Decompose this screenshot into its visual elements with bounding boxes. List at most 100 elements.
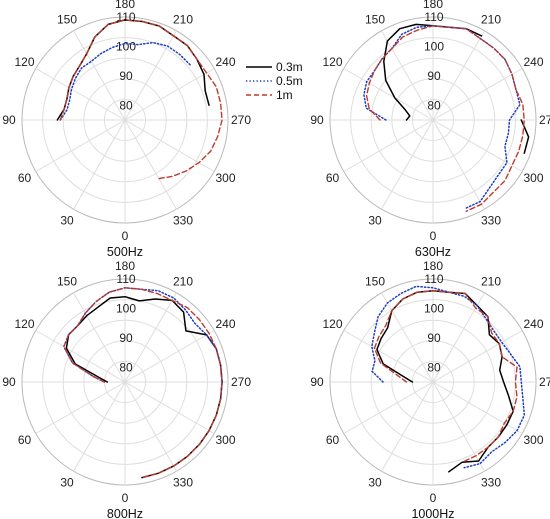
grid-spoke [73, 292, 126, 383]
grid-spoke [343, 381, 434, 434]
series-line-1m [365, 25, 525, 212]
angle-tick-label: 240 [215, 317, 235, 331]
legend-label: 0.5m [276, 74, 303, 88]
angle-tick-label: 210 [481, 13, 501, 27]
polar-panel-3: 0 30 60 90 120 150 180 210 240 270 300 330 80 90 100 11… [310, 259, 550, 519]
angle-tick-label: 60 [18, 433, 32, 447]
grid-spoke [432, 381, 523, 434]
radial-tick-label: 110 [424, 272, 443, 286]
angle-tick-label: 150 [365, 13, 385, 27]
series-line-1m [63, 287, 223, 479]
angle-tick-label: 210 [173, 13, 193, 27]
angle-tick-label: 120 [322, 55, 342, 69]
radial-tick-label: 100 [424, 39, 444, 53]
series-line-0.5m [363, 25, 521, 210]
radial-tick-label: 90 [427, 331, 441, 345]
angle-tick-label: 300 [215, 171, 235, 185]
angle-tick-label: 330 [481, 476, 501, 490]
radial-tick-label: 100 [424, 301, 444, 315]
grid-spoke [73, 381, 126, 472]
radial-tick-label: 100 [116, 39, 136, 53]
legend-label: 0.3m [276, 60, 303, 74]
angle-tick-label: 240 [523, 55, 543, 69]
grid-spoke [343, 68, 434, 121]
angle-tick-label: 270 [231, 375, 251, 389]
grid-spoke [35, 381, 126, 434]
angle-tick-label: 0 [430, 491, 437, 505]
angle-tick-label: 120 [322, 317, 342, 331]
grid-spoke [35, 330, 126, 383]
angle-tick-label: 300 [523, 171, 543, 185]
angle-tick-label: 60 [18, 171, 32, 185]
angle-tick-label: 330 [173, 214, 193, 228]
panel-caption: 500Hz [107, 245, 143, 259]
grid-spoke [381, 381, 434, 472]
grid-spoke [124, 381, 215, 434]
panel-caption: 630Hz [415, 245, 451, 259]
radial-tick-label: 90 [427, 69, 441, 83]
angle-tick-label: 270 [539, 375, 550, 389]
angle-tick-label: 90 [2, 113, 16, 127]
radial-tick-label: 80 [119, 360, 133, 374]
radial-tick-label: 110 [116, 272, 135, 286]
legend-label: 1m [276, 88, 293, 102]
angle-tick-label: 0 [122, 491, 129, 505]
grid-spoke [381, 119, 434, 210]
angle-tick-label: 90 [2, 375, 16, 389]
angle-tick-label: 0 [122, 229, 129, 243]
grid-spoke [124, 119, 177, 210]
radial-tick-label: 110 [424, 10, 443, 24]
angle-tick-label: 300 [523, 433, 543, 447]
radial-tick-label: 100 [116, 301, 136, 315]
grid-spoke [124, 292, 177, 383]
angle-tick-label: 300 [215, 433, 235, 447]
angle-tick-label: 30 [60, 214, 74, 228]
polar-panel-1: 0 30 60 90 120 150 180 210 240 270 300 330 80 90 100 11… [310, 0, 550, 259]
grid-spoke [343, 119, 434, 172]
angle-tick-label: 30 [368, 214, 382, 228]
angle-tick-label: 240 [523, 317, 543, 331]
grid-spoke [35, 119, 126, 172]
polar-panel-2: 0 30 60 90 120 150 180 210 240 270 300 330 80 90 100 11… [2, 259, 251, 519]
grid-spoke [432, 68, 523, 121]
angle-tick-label: 210 [481, 275, 501, 289]
angle-tick-label: 30 [368, 476, 382, 490]
radial-tick-label: 80 [119, 98, 133, 112]
series-line-1m [59, 19, 223, 180]
series-line-1m [373, 290, 518, 463]
grid-spoke [432, 119, 485, 210]
grid-spoke [432, 30, 485, 121]
grid-spoke [381, 292, 434, 383]
angle-tick-label: 330 [173, 476, 193, 490]
grid-spoke [381, 30, 434, 121]
angle-tick-label: 330 [481, 214, 501, 228]
grid-spoke [73, 119, 126, 210]
angle-tick-label: 180 [423, 0, 443, 11]
angle-tick-label: 90 [310, 113, 324, 127]
radial-tick-label: 80 [427, 98, 441, 112]
angle-tick-label: 180 [423, 259, 443, 273]
series-line-0.3m [65, 295, 223, 479]
grid-spoke [124, 119, 215, 172]
angle-tick-label: 180 [115, 0, 135, 11]
angle-tick-label: 60 [326, 433, 340, 447]
grid-spoke [73, 30, 126, 121]
polar-panel-0: 0306090120150180210240270300330809010011… [2, 0, 251, 259]
angle-tick-label: 90 [310, 375, 324, 389]
grid-spoke [124, 381, 177, 472]
angle-tick-label: 270 [231, 113, 251, 127]
angle-tick-label: 210 [173, 275, 193, 289]
grid-spoke [124, 330, 215, 383]
angle-tick-label: 30 [60, 476, 74, 490]
grid-spoke [432, 119, 523, 172]
grid-spoke [432, 381, 485, 472]
radial-tick-label: 90 [119, 331, 133, 345]
angle-tick-label: 60 [326, 171, 340, 185]
angle-tick-label: 180 [115, 259, 135, 273]
grid-spoke [124, 68, 215, 121]
series-line-0.5m [59, 41, 192, 121]
angle-tick-label: 120 [14, 55, 34, 69]
angle-tick-label: 150 [57, 13, 77, 27]
